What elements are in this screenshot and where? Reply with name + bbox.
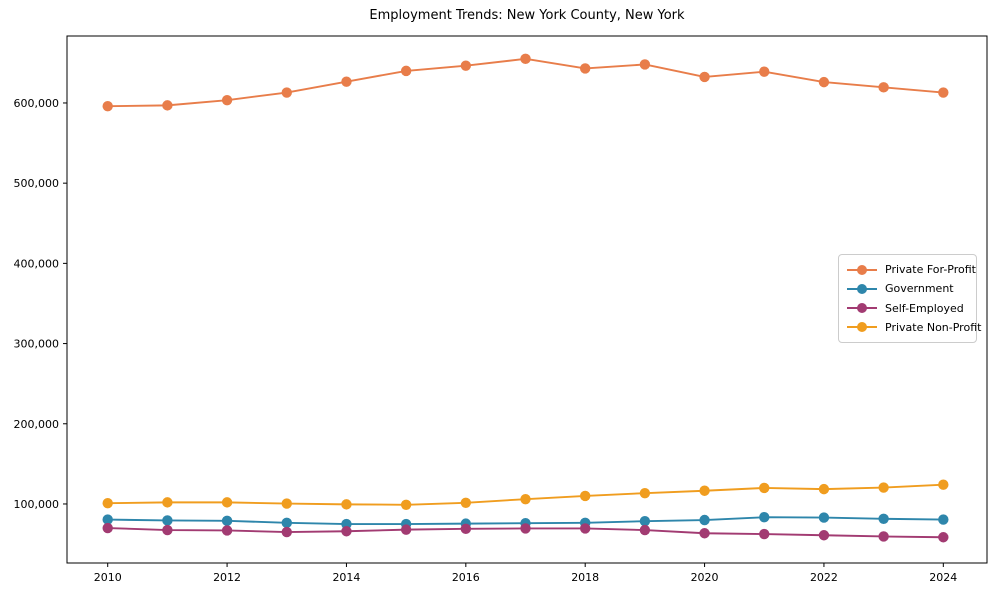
data-point-private-non-profit [102, 497, 113, 509]
legend-item-self-employed: Self-Employed [847, 299, 968, 318]
legend-marker-icon [847, 264, 877, 275]
data-point-private-non-profit [341, 499, 352, 510]
data-point-self-employed [759, 528, 770, 540]
data-point-private-non-profit [221, 497, 233, 508]
data-point-self-employed [639, 524, 651, 536]
y-tick-label: 400,000 [14, 257, 60, 270]
data-point-private-non-profit [699, 485, 710, 496]
y-tick-label: 600,000 [14, 97, 60, 110]
legend-marker-icon [847, 283, 877, 294]
data-point-government [639, 516, 651, 527]
data-point-private-non-profit [281, 498, 292, 509]
legend-label: Self-Employed [885, 301, 964, 315]
data-point-private-for-profit [460, 60, 472, 71]
legend-item-private-non-profit: Private Non-Profit [847, 318, 981, 337]
legend-label: Private Non-Profit [885, 320, 982, 334]
data-point-private-for-profit [102, 100, 113, 112]
data-point-private-for-profit [400, 65, 412, 77]
axes-spines [66, 35, 988, 564]
y-tick-label: 100,000 [14, 498, 60, 511]
data-point-self-employed [579, 523, 591, 534]
data-point-private-for-profit [520, 53, 531, 65]
data-point-self-employed [699, 528, 710, 539]
legend: Private For-Profit Government Self-Employe… [838, 254, 981, 343]
data-point-private-for-profit [878, 82, 889, 93]
data-point-self-employed [938, 532, 949, 543]
data-point-private-for-profit [221, 94, 233, 106]
x-tick-label: 2016 [452, 571, 480, 584]
data-point-private-non-profit [162, 497, 173, 508]
legend-label: Government [885, 282, 954, 296]
legend-item-government: Government [847, 279, 968, 298]
data-point-private-non-profit [579, 490, 591, 502]
data-point-private-for-profit [341, 76, 352, 87]
data-point-private-non-profit [460, 497, 472, 508]
legend-item-private-for-profit: Private For-Profit [847, 260, 976, 279]
data-point-private-non-profit [938, 479, 949, 490]
x-tick-label: 2022 [810, 571, 838, 584]
data-point-private-non-profit [400, 499, 412, 510]
data-point-private-non-profit [878, 482, 889, 493]
data-point-private-for-profit [699, 71, 710, 83]
data-point-self-employed [102, 522, 113, 534]
data-point-government [341, 518, 352, 530]
x-tick-label: 2020 [691, 571, 719, 584]
x-tick-label: 2012 [213, 571, 241, 584]
data-point-government [102, 514, 113, 525]
y-tick-label: 200,000 [14, 418, 60, 431]
legend-label: Private For-Profit [885, 263, 976, 277]
legend-marker-icon [847, 322, 877, 333]
data-point-private-non-profit [639, 487, 651, 499]
legend-marker-icon [847, 303, 877, 314]
data-point-self-employed [221, 525, 233, 536]
x-tick-label: 2018 [571, 571, 599, 584]
data-point-private-for-profit [579, 63, 591, 74]
x-tick-label: 2014 [332, 571, 360, 584]
data-point-government [818, 512, 830, 523]
data-point-private-for-profit [759, 66, 770, 77]
data-point-private-for-profit [938, 87, 949, 98]
data-point-government [162, 515, 173, 526]
data-point-self-employed [460, 523, 472, 535]
data-point-self-employed [341, 526, 352, 537]
data-point-private-for-profit [639, 59, 651, 70]
data-point-private-non-profit [520, 493, 531, 505]
data-point-self-employed [818, 530, 830, 541]
data-point-government [699, 514, 710, 526]
data-point-private-non-profit [759, 482, 770, 494]
series-line-private-for-profit [106, 57, 945, 108]
data-point-government [221, 515, 233, 527]
data-point-private-for-profit [818, 76, 830, 88]
data-point-self-employed [281, 526, 292, 538]
x-tick-label: 2024 [929, 571, 957, 584]
data-point-government [759, 512, 770, 523]
data-point-government [281, 517, 292, 529]
x-tick-label: 2010 [94, 571, 122, 584]
data-point-private-for-profit [162, 100, 173, 111]
data-point-self-employed [400, 524, 412, 535]
data-point-self-employed [520, 523, 531, 534]
data-point-self-employed [162, 524, 173, 536]
data-point-private-non-profit [818, 483, 830, 495]
data-point-private-for-profit [281, 87, 292, 98]
chart-title: Employment Trends: New York County, New … [369, 8, 685, 23]
y-tick-label: 500,000 [14, 177, 60, 190]
y-tick-label: 300,000 [14, 338, 60, 351]
data-point-government [878, 513, 889, 525]
data-point-government [938, 514, 949, 525]
data-point-self-employed [878, 531, 889, 542]
